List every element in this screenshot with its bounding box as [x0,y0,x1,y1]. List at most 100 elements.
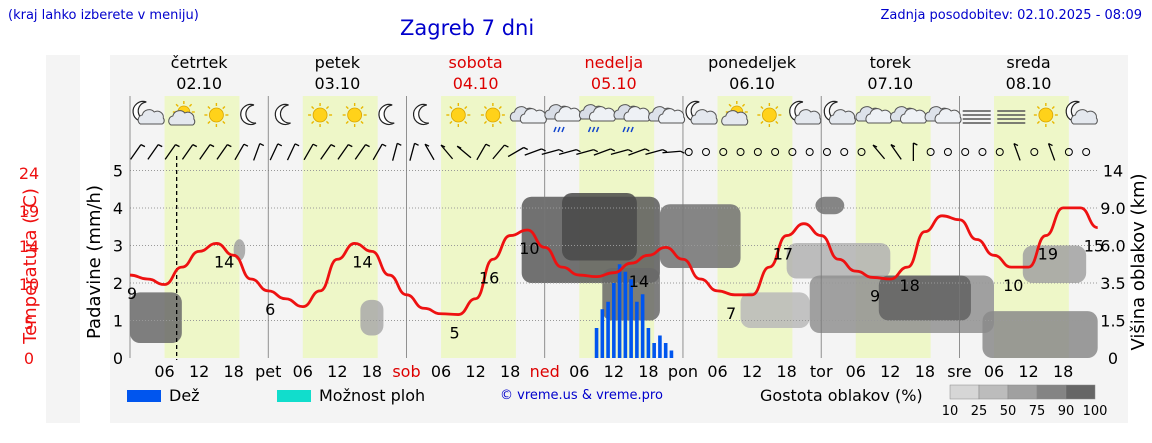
sun-cloud-icon [168,101,196,126]
wind-barb-tick [347,144,353,148]
credit-link[interactable]: © vreme.us & vreme.pro [500,388,663,403]
sun-icon [204,103,229,127]
wind-barb-tick [485,143,491,147]
cloud-height-tick: 0 [1108,349,1118,368]
rain-bar [606,301,610,358]
cloud-density-swatch [978,384,1009,400]
wind-barb-tick [259,142,265,147]
cloud-density-blob [878,275,971,321]
precipitation-tick: 3 [113,237,123,256]
wind-barb [409,143,416,161]
day-date: 02.10 [176,74,222,93]
wind-barb [524,148,542,156]
wind-calm [1082,148,1091,156]
wind-barb-tick [175,144,180,148]
fog-icon [997,110,1026,124]
wind-barb-tick [558,149,564,153]
temperature-tick: 24 [19,164,39,183]
wind-barb [645,149,664,155]
wind-barb-tick [381,143,387,147]
wind-calm [857,148,866,156]
x-tick-label: 12 [327,362,347,381]
cloud-height-tick: 6.0 [1100,237,1125,256]
x-tick-label: 06 [984,362,1004,381]
fog-icon [962,110,991,124]
wind-barb [541,149,560,155]
sun-ray [464,120,468,124]
temperature-label: 19 [1038,245,1058,264]
wind-barb-tick [157,144,163,148]
cloud-shape [828,109,856,125]
temperature-label: 9 [127,284,137,303]
wind-calm [995,148,1004,156]
sun-ray [1036,120,1040,124]
moon-icon [413,103,430,126]
cloud-density-blob [562,193,637,261]
legend-rain-swatch [127,390,161,402]
cloud-density-level: 75 [1029,404,1046,419]
day-date: 05.10 [591,74,637,93]
moon-cloud-icon [1065,100,1098,125]
wind-calm [702,148,710,156]
cloud-icon [924,106,962,124]
wind-barb-tick [192,144,198,148]
cloud-density-blob [360,299,384,336]
legend-cloud-density-label: Gostota oblakov (%) [760,386,923,405]
cloud-shape [794,109,822,125]
wind-barb [456,145,472,159]
temperature-label: 16 [479,268,499,287]
sun-disc [347,107,363,123]
wind-calm [788,148,797,156]
sun-disc [312,107,328,123]
cloud-rain-icon [613,104,651,133]
wind-calm [805,148,814,156]
cloud-density-swatch [949,384,980,400]
sun-disc [485,107,501,123]
temperature-tick: 19 [19,202,39,221]
cloud-density-level: 50 [1000,404,1017,419]
rain-bar [623,271,628,358]
cloud-density-blob [982,311,1098,358]
precipitation-tick: 1 [113,312,123,331]
sun-ray [325,120,330,124]
wind-calm [1064,148,1073,156]
temperature-label: 5 [449,324,459,343]
sun-ray [360,106,364,110]
wind-calm [736,148,745,156]
day-date: 04.10 [453,74,499,93]
cloud-height-tick: 9.0 [1100,199,1125,218]
sun-icon [480,103,505,127]
moon-shape [413,103,430,126]
cloud-icon [890,106,928,124]
wind-barb [628,148,646,156]
city-hint[interactable]: (kraj lahko izberete v meniju) [8,8,199,23]
wind-barb-tick [312,143,318,147]
cloud-height-tick: 1.5 [1100,312,1125,331]
legend-rain-label: Dež [169,386,200,405]
temperature-label: 17 [773,245,793,264]
wind-calm [961,148,970,156]
legend-showers-label: Možnost ploh [319,386,425,405]
wind-barb-tick [424,143,430,147]
sun-ray [483,106,488,110]
x-tick-label: 12 [465,362,485,381]
wind-barb-tick [209,144,215,148]
wind-barb [320,144,332,160]
cloud-density-blob [786,243,891,279]
wind-calm [822,148,831,156]
wind-barb-tick [414,142,419,146]
temperature-label: 10 [1003,276,1023,295]
day-name: petek [315,53,361,72]
wind-barb [147,144,159,160]
wind-barb-tick [330,144,336,148]
moon-icon [240,103,257,126]
sun-ray [207,106,211,110]
x-tick-label: 12 [742,362,762,381]
rain-bar [635,301,639,358]
cloud-height-tick: 3.5 [1100,274,1125,293]
rain-drop [557,126,561,133]
sun-ray [222,106,226,110]
cloud-density-swatch [1007,384,1038,400]
x-tick-label: 18 [224,362,244,381]
last-updated: Zadnja posodobitev: 02.10.2025 - 08:09 [880,8,1142,23]
